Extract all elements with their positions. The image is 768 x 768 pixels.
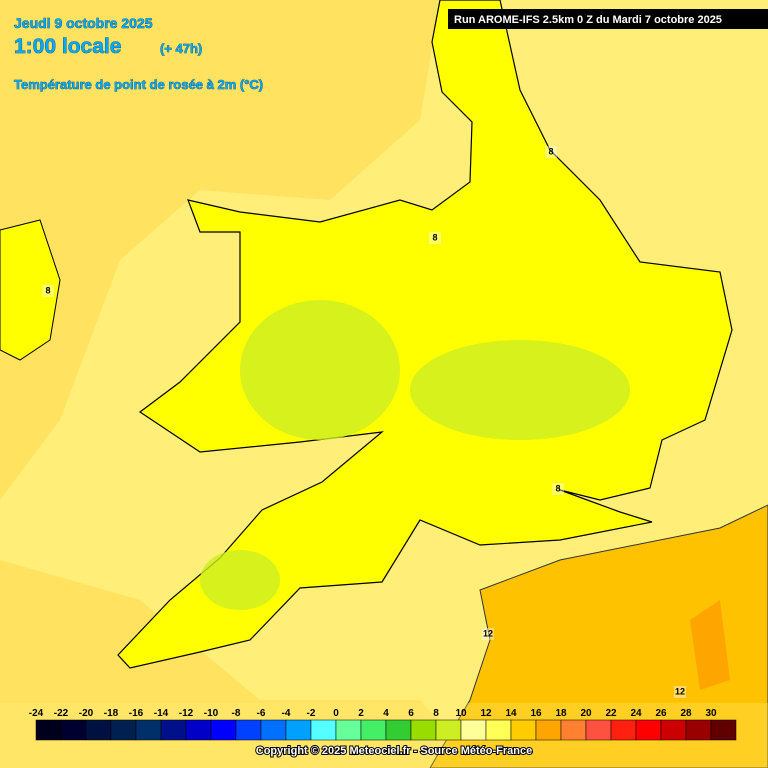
- legend-tick-label: -10: [204, 708, 219, 719]
- legend-tick-label: -16: [129, 708, 144, 719]
- legend-swatch: [535, 719, 562, 741]
- contour-label-bg: [545, 146, 557, 158]
- run-box: [448, 9, 768, 29]
- legend-tick-label: -8: [232, 708, 241, 719]
- legend-swatch: [485, 719, 512, 741]
- legend-tick-label: 0: [333, 708, 339, 719]
- contour-label-bg: [674, 686, 686, 698]
- legend-swatch: [35, 719, 62, 741]
- dew-point-patch: [200, 550, 280, 610]
- lead-time: (+ 47h): [160, 41, 202, 56]
- legend-swatch: [85, 719, 112, 741]
- legend-swatch: [435, 719, 462, 741]
- legend-swatch: [710, 719, 737, 741]
- legend-tick-label: -22: [54, 708, 69, 719]
- legend-tick-label: 4: [383, 708, 389, 719]
- legend-tick-label: 20: [580, 708, 592, 719]
- run-info: Run AROME-IFS 2.5km 0 Z du Mardi 7 octob…: [454, 14, 722, 26]
- ireland-coast: [0, 219, 61, 361]
- legend-swatch: [285, 719, 312, 741]
- legend-swatch: [585, 719, 612, 741]
- legend-tick-label: -2: [307, 708, 316, 719]
- legend-tick-label: 8: [433, 708, 439, 719]
- dew-point-patch: [240, 300, 400, 440]
- legend-swatch: [560, 719, 587, 741]
- legend-tick-label: -12: [179, 708, 194, 719]
- legend-tick-label: 18: [555, 708, 567, 719]
- time: 1:00 locale: [14, 35, 121, 58]
- legend-tick-label: -18: [104, 708, 119, 719]
- legend-swatch: [635, 719, 662, 741]
- legend-tick-label: 22: [605, 708, 617, 719]
- legend-tick-label: 16: [530, 708, 542, 719]
- legend-swatch: [110, 719, 137, 741]
- legend-swatch: [360, 719, 387, 741]
- copyright: Copyright © 2025 Meteociel.fr - Source M…: [256, 745, 532, 757]
- legend-tick-label: 28: [680, 708, 692, 719]
- legend-tick-label: 10: [455, 708, 467, 719]
- legend-tick-label: 14: [505, 708, 517, 719]
- legend-tick-label: 30: [705, 708, 717, 719]
- sea-zone: [0, 560, 480, 768]
- legend-tick-label: 12: [480, 708, 492, 719]
- contour-label: 8: [45, 285, 50, 295]
- legend-swatch: [685, 719, 712, 741]
- contour-label: 8: [555, 483, 560, 493]
- contour-label: 8: [432, 232, 437, 242]
- legend-swatch: [335, 719, 362, 741]
- france-region: [429, 504, 768, 768]
- england-wales-coast: [117, 0, 733, 669]
- legend-swatch: [310, 719, 337, 741]
- legend-tick-label: 26: [655, 708, 667, 719]
- contour-label: 12: [483, 628, 493, 638]
- parameter: Température de point de rosée à 2m (°C): [14, 77, 263, 92]
- legend-swatch: [410, 719, 437, 741]
- contour-label-bg: [42, 285, 54, 297]
- sea-zone: [0, 0, 440, 500]
- warm-patch: [690, 600, 730, 690]
- legend-swatch: [210, 719, 237, 741]
- legend-tick-label: 24: [630, 708, 642, 719]
- legend-tick-label: -20: [79, 708, 94, 719]
- dew-point-patch: [410, 340, 630, 440]
- legend-swatch: [260, 719, 287, 741]
- contour-label-bg: [429, 232, 441, 244]
- legend-swatch: [135, 719, 162, 741]
- legend-swatch: [60, 719, 87, 741]
- legend-swatch: [385, 719, 412, 741]
- contour-label-bg: [552, 483, 564, 495]
- legend-tick-label: -14: [154, 708, 169, 719]
- date: Jeudi 9 octobre 2025: [14, 15, 153, 31]
- legend-swatch: [610, 719, 637, 741]
- legend-swatch: [185, 719, 212, 741]
- legend-tick-label: 6: [408, 708, 414, 719]
- legend-swatch: [460, 719, 487, 741]
- legend-swatch: [510, 719, 537, 741]
- legend-swatch: [235, 719, 262, 741]
- contour-label: 8: [548, 146, 553, 156]
- legend-swatch: [660, 719, 687, 741]
- legend-tick-label: -6: [257, 708, 266, 719]
- legend-tick-label: 2: [358, 708, 364, 719]
- legend-swatch: [160, 719, 187, 741]
- legend-tick-label: -24: [29, 708, 44, 719]
- contour-label-bg: [482, 628, 494, 640]
- legend-tick-label: -4: [282, 708, 291, 719]
- contour-label: 12: [675, 686, 685, 696]
